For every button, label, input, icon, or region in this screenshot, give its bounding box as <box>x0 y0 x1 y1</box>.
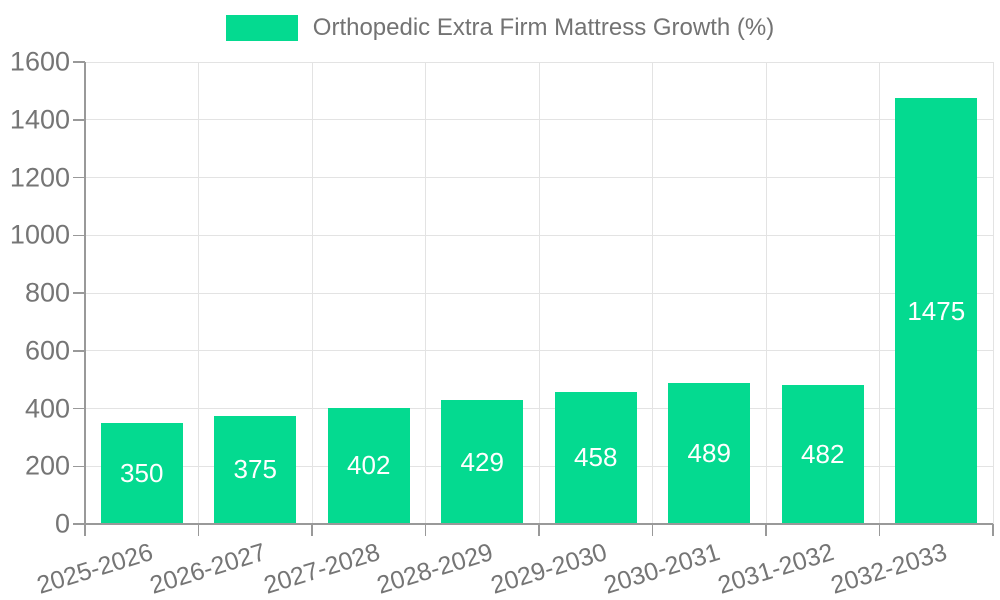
bar[interactable]: 489 <box>668 382 751 524</box>
y-axis-tick-label: 1200 <box>9 162 70 192</box>
bar-value-label: 375 <box>233 454 277 485</box>
bar[interactable]: 458 <box>554 391 637 524</box>
x-axis-tick <box>424 524 427 536</box>
bar-value-label: 350 <box>120 457 164 488</box>
v-gridline <box>311 62 313 524</box>
legend-label: Orthopedic Extra Firm Mattress Growth (%… <box>312 14 775 41</box>
bar-value-label: 458 <box>574 442 618 473</box>
bar[interactable]: 375 <box>214 415 297 524</box>
y-axis-line <box>84 62 86 525</box>
v-gridline <box>652 62 653 524</box>
y-axis-tick <box>73 176 85 179</box>
x-axis-tick <box>992 524 994 536</box>
bar[interactable]: 350 <box>100 422 183 524</box>
legend-swatch-icon <box>225 15 298 41</box>
x-axis-tick <box>197 524 200 536</box>
v-gridline <box>198 62 199 524</box>
bar[interactable]: 1475 <box>895 98 978 524</box>
y-axis-tick-label: 400 <box>24 393 70 423</box>
bar-value-label: 482 <box>801 438 845 469</box>
x-axis-tick <box>651 524 654 536</box>
y-axis-tick <box>73 234 85 236</box>
bar[interactable]: 482 <box>781 384 864 524</box>
x-axis-tick <box>878 524 881 536</box>
bar-value-label: 1475 <box>907 295 966 326</box>
bar-value-label: 489 <box>687 437 731 468</box>
y-axis-tick-label: 600 <box>24 335 70 366</box>
y-axis-tick-label: 1600 <box>9 46 70 77</box>
y-axis-tick <box>73 465 85 467</box>
bar-value-label: 429 <box>460 446 504 477</box>
y-axis-tick <box>73 292 85 294</box>
y-axis-tick <box>73 350 85 352</box>
v-gridline <box>992 62 994 524</box>
bar-value-label: 402 <box>347 450 391 481</box>
x-axis-tick <box>538 524 540 536</box>
y-axis-tick <box>73 61 85 63</box>
y-axis-tick <box>73 407 85 410</box>
y-axis-tick <box>73 119 85 121</box>
y-axis-tick-label: 200 <box>24 450 70 481</box>
y-axis-tick-label: 0 <box>54 508 70 539</box>
bar[interactable]: 429 <box>441 400 524 524</box>
x-axis-tick <box>765 524 767 536</box>
v-gridline <box>879 62 880 524</box>
x-axis-tick <box>84 524 86 536</box>
y-axis-tick <box>73 523 85 525</box>
v-gridline <box>425 62 426 524</box>
bar[interactable]: 402 <box>327 407 410 524</box>
x-axis-tick <box>311 524 313 536</box>
y-axis-tick-label: 1000 <box>9 219 70 250</box>
legend[interactable]: Orthopedic Extra Firm Mattress Growth (%… <box>0 14 1000 42</box>
y-axis-tick-label: 800 <box>24 277 70 308</box>
y-axis-tick-label: 1400 <box>9 104 70 135</box>
v-gridline <box>765 62 767 524</box>
v-gridline <box>538 62 540 524</box>
